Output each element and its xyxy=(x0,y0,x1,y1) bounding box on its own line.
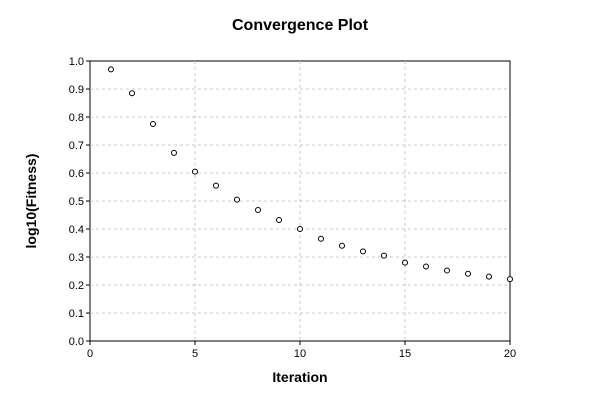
y-tick-labels: 0.0 0.1 0.2 0.3 0.4 0.5 0.6 0.7 0.8 0.9 1.0 xyxy=(69,56,84,348)
data-point xyxy=(129,90,135,97)
y-tick-label: 0.6 xyxy=(69,168,84,180)
y-tick-label: 0.8 xyxy=(69,112,84,124)
data-point xyxy=(486,273,492,280)
data-point xyxy=(360,248,366,255)
y-tick-label: 0.9 xyxy=(69,84,84,96)
chart-title: Convergence Plot xyxy=(232,17,369,34)
y-tick-label: 0.2 xyxy=(69,280,84,292)
y-tick-label: 0.4 xyxy=(69,224,84,236)
x-tick-label: 5 xyxy=(192,348,198,360)
grid-lines xyxy=(90,61,510,341)
data-point xyxy=(318,235,324,242)
data-point xyxy=(381,252,387,259)
data-point xyxy=(402,259,408,266)
data-point xyxy=(213,182,219,189)
data-point xyxy=(423,263,429,270)
data-point xyxy=(234,196,240,203)
data-point xyxy=(108,66,114,73)
data-point xyxy=(255,206,261,213)
y-tick-label: 0.5 xyxy=(69,196,84,208)
x-tick-label: 0 xyxy=(87,348,93,360)
x-tick-label: 15 xyxy=(399,348,411,360)
x-tick-labels: 0 5 10 15 20 xyxy=(87,348,516,360)
y-tick-label: 0.1 xyxy=(69,308,84,320)
data-point xyxy=(444,267,450,274)
y-tick-label: 0.3 xyxy=(69,252,84,264)
y-axis-label: log10(Fitness) xyxy=(23,154,39,249)
data-point xyxy=(192,168,198,175)
data-point xyxy=(150,121,156,127)
data-point xyxy=(297,226,303,232)
data-point xyxy=(171,149,177,156)
x-tick-label: 20 xyxy=(504,348,516,360)
data-point xyxy=(465,270,471,277)
data-points xyxy=(108,66,513,283)
y-tick-label: 0.0 xyxy=(69,336,84,348)
data-point xyxy=(276,217,282,224)
y-tick-label: 1.0 xyxy=(69,56,84,68)
y-tick-label: 0.7 xyxy=(69,140,84,152)
axis-ticks xyxy=(86,60,511,345)
x-axis-label: Iteration xyxy=(272,369,327,385)
x-tick-label: 10 xyxy=(294,348,306,360)
data-point xyxy=(339,242,345,249)
data-point xyxy=(507,276,513,283)
